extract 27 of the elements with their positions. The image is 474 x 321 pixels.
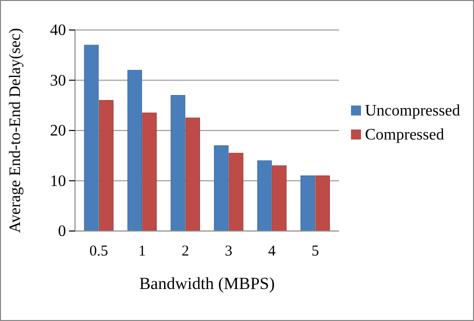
x-tick-label: 1 (138, 244, 146, 260)
bar (257, 160, 272, 232)
y-tick-label: 0 (58, 223, 66, 240)
bar (214, 145, 229, 232)
legend-label: Uncompressed (365, 102, 460, 120)
bar (300, 175, 316, 232)
bar (84, 44, 99, 232)
bar (315, 175, 330, 232)
legend-label: Compressed (365, 126, 444, 144)
bar (127, 70, 142, 232)
x-tick-label: 2 (182, 244, 190, 260)
bar (272, 165, 287, 232)
x-tick-label: 0.5 (89, 244, 108, 260)
y-tick-label: 30 (50, 72, 66, 90)
x-tick-label: 3 (224, 244, 232, 260)
y-tick-label: 20 (50, 122, 66, 140)
bar (185, 118, 200, 232)
y-tick-label: 40 (50, 22, 66, 40)
y-tick-label: 10 (50, 172, 66, 190)
x-tick-label: 4 (268, 244, 276, 260)
bar (228, 152, 244, 232)
x-axis-title: Bandwidth (MBPS) (139, 274, 275, 293)
bar (142, 112, 157, 232)
bar (170, 95, 186, 232)
bar (98, 100, 114, 232)
y-axis-title: Average End-to-End Delay(sec) (7, 28, 24, 233)
x-tick-label: 5 (311, 244, 319, 260)
